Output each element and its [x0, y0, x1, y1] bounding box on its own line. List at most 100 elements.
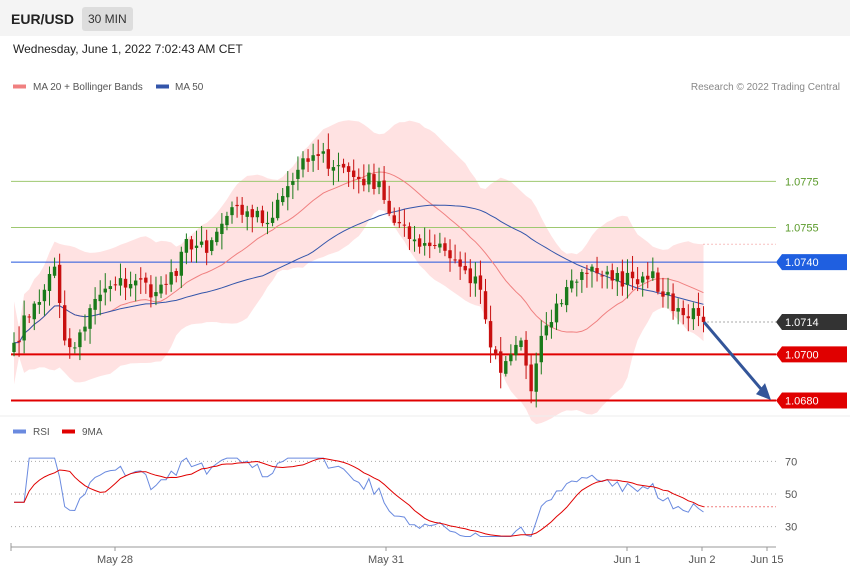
candle-body — [63, 305, 67, 341]
candle-body — [514, 344, 518, 356]
candle-body — [123, 278, 128, 288]
chart-datetime: Wednesday, June 1, 2022 7:02:43 AM CET — [13, 42, 243, 56]
candle-body — [407, 226, 412, 240]
candle — [154, 276, 158, 306]
candle-body — [118, 278, 123, 286]
candle — [600, 270, 604, 289]
candle — [635, 267, 640, 292]
candle — [585, 264, 589, 288]
level-tag-pivot — [776, 254, 847, 271]
candle — [179, 246, 184, 289]
candle — [73, 342, 77, 354]
candle-body — [382, 180, 386, 200]
candle — [250, 204, 254, 233]
candle — [37, 289, 42, 314]
candle-body — [265, 222, 270, 225]
candle-body — [316, 154, 320, 156]
candle-body — [372, 174, 376, 189]
candle — [68, 328, 72, 359]
candle-body — [625, 272, 630, 285]
candle — [230, 201, 234, 224]
candle-body — [615, 272, 620, 282]
candle-body — [473, 276, 478, 284]
rsi-tick-label: 30 — [785, 522, 797, 534]
candle-body — [108, 286, 113, 290]
candle — [372, 163, 376, 195]
candle — [534, 352, 538, 408]
candle — [184, 233, 189, 265]
candle — [336, 152, 341, 182]
candle — [453, 244, 457, 264]
candle — [174, 268, 178, 283]
ma9-swatch — [62, 429, 75, 434]
candle-body — [12, 342, 16, 353]
candle — [407, 222, 412, 250]
candle — [701, 306, 706, 333]
candle-body — [656, 272, 660, 292]
candle-body — [255, 210, 260, 218]
candle — [78, 329, 82, 361]
candle-body — [184, 239, 189, 253]
candle — [32, 301, 36, 331]
candle-body — [270, 217, 275, 223]
candle — [428, 229, 432, 259]
candle — [57, 253, 62, 319]
candle — [570, 269, 574, 293]
candle-body — [585, 272, 589, 274]
candle — [291, 172, 295, 200]
candle — [22, 300, 26, 354]
candle — [311, 143, 315, 172]
candle — [235, 196, 239, 218]
candle — [316, 139, 320, 170]
level-tag-support — [776, 346, 847, 363]
candle — [240, 197, 244, 223]
candle — [275, 193, 280, 221]
candle — [321, 142, 325, 163]
candle — [651, 257, 655, 281]
candle-body — [458, 259, 462, 267]
ma20-legend-label: MA 20 + Bollinger Bands — [33, 82, 143, 93]
candle — [524, 331, 528, 380]
candle-body — [544, 325, 549, 336]
candle — [392, 207, 396, 226]
candle-body — [443, 243, 447, 251]
candle — [514, 335, 518, 361]
candle — [473, 262, 478, 297]
candle-body — [93, 298, 97, 310]
candle — [118, 263, 123, 296]
candle-body — [139, 278, 143, 280]
candle — [12, 332, 16, 357]
candle — [646, 262, 650, 289]
candle-body — [113, 284, 118, 286]
candle-body — [68, 338, 72, 348]
candle-body — [610, 270, 614, 281]
candle-body — [235, 204, 239, 207]
level-label: 1.0700 — [785, 349, 819, 361]
candle-body — [37, 302, 42, 305]
candle — [661, 277, 665, 308]
rsi-panel: 70 50 30 — [11, 456, 797, 538]
candle-body — [83, 326, 87, 332]
candle — [341, 158, 346, 174]
candle — [463, 252, 467, 275]
candle — [666, 277, 670, 309]
timeframe-button[interactable]: 30 MIN — [82, 7, 133, 31]
candle — [362, 164, 366, 192]
candle-body — [281, 196, 285, 203]
level-label: 1.0775 — [785, 176, 819, 188]
candle-body — [230, 207, 234, 216]
candle — [630, 255, 635, 291]
candle-body — [402, 224, 407, 226]
candle-body — [346, 166, 351, 172]
level-tag-support — [776, 392, 847, 409]
candle — [189, 235, 194, 263]
candle-body — [260, 210, 265, 224]
candle — [590, 264, 594, 288]
candle — [326, 133, 331, 176]
candle — [159, 276, 163, 299]
candle — [448, 239, 452, 272]
candle-body — [448, 250, 452, 259]
x-tick-label: Jun 2 — [689, 554, 716, 566]
candle-body — [580, 272, 584, 280]
